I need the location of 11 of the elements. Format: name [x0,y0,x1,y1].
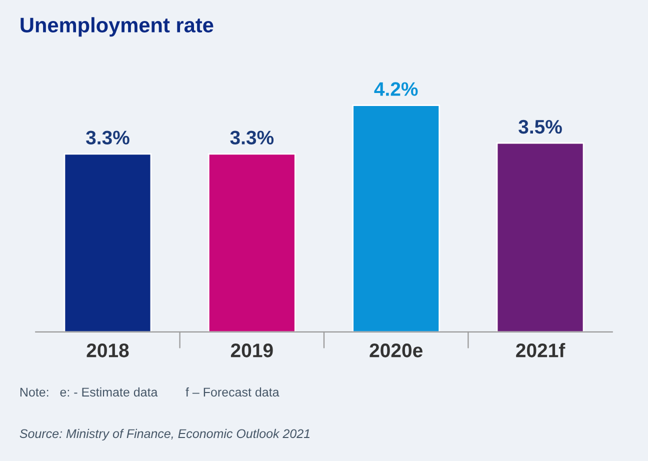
data-label: 4.2% [374,82,418,96]
x-tick-label: 2018 [86,344,129,358]
chart-title: Unemployment rate [20,17,214,37]
x-tick-label: 2021f [516,343,566,358]
data-label: 3.3% [86,130,130,145]
text: Note: e: - Estimate data f – Forecast data [20,387,280,397]
x-tick-label: 2019 [230,344,273,358]
data-label: 3.5% [518,120,562,134]
data-label: 3.3% [230,130,274,145]
x-tick-label: 2020e [370,344,422,358]
source-note: Source: Ministry of Finance, Economic Outlook 2021 [20,428,310,441]
